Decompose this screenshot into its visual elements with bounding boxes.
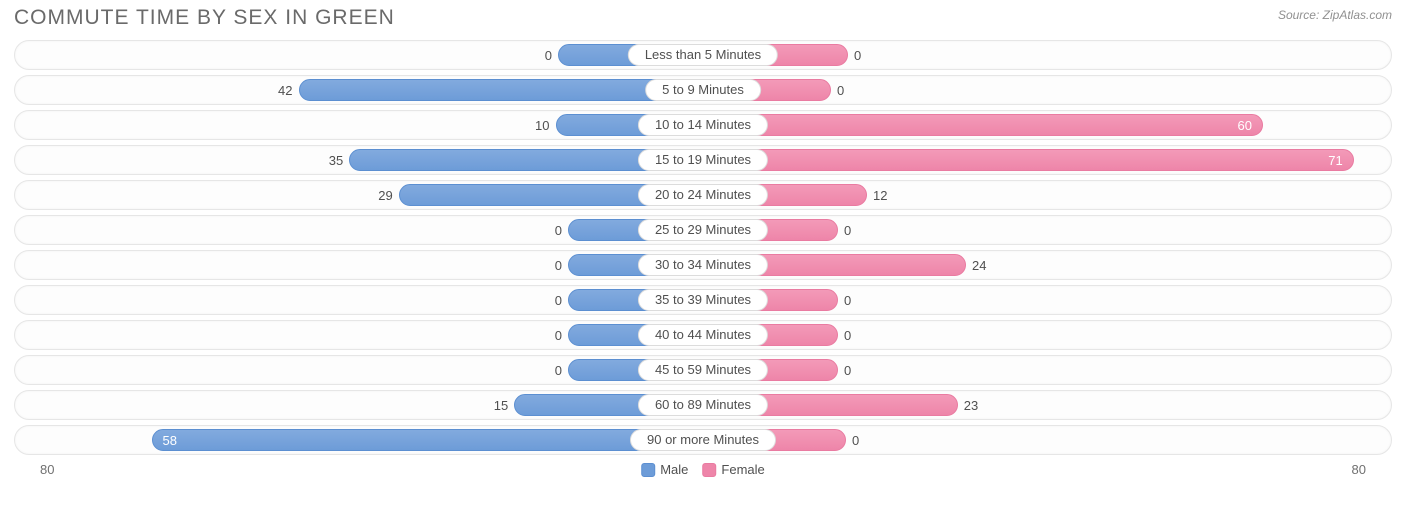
category-label: 25 to 29 Minutes [638,219,768,241]
legend-item-male: Male [641,462,688,477]
category-label: 90 or more Minutes [630,429,776,451]
male-value-label: 0 [555,289,562,311]
legend-male-label: Male [660,462,688,477]
chart-row: 58 0 90 or more Minutes [14,425,1392,455]
female-value-label: 60 [1238,115,1252,135]
chart-row: 0 0 35 to 39 Minutes [14,285,1392,315]
category-label: 10 to 14 Minutes [638,114,768,136]
category-label: 20 to 24 Minutes [638,184,768,206]
male-bar [299,79,704,101]
chart-row: 0 0 Less than 5 Minutes [14,40,1392,70]
male-swatch-icon [641,463,655,477]
female-value-label: 24 [972,254,986,276]
female-bar: 71 [703,149,1354,171]
male-bar: 58 [152,429,704,451]
male-value-label: 58 [163,430,177,450]
female-value-label: 12 [873,184,887,206]
female-value-label: 0 [854,44,861,66]
female-value-label: 23 [964,394,978,416]
male-value-label: 0 [555,219,562,241]
male-value-label: 35 [329,149,343,171]
female-bar: 60 [703,114,1263,136]
category-label: 60 to 89 Minutes [638,394,768,416]
chart-row: 0 24 30 to 34 Minutes [14,250,1392,280]
male-value-label: 0 [555,324,562,346]
category-label: 15 to 19 Minutes [638,149,768,171]
chart-row: 0 0 45 to 59 Minutes [14,355,1392,385]
female-value-label: 0 [844,324,851,346]
female-value-label: 0 [837,79,844,101]
male-value-label: 0 [555,359,562,381]
chart-row: 35 71 15 to 19 Minutes [14,145,1392,175]
category-label: 45 to 59 Minutes [638,359,768,381]
male-value-label: 42 [278,79,292,101]
title-bar: Commute Time by Sex in Green Source: Zip… [0,0,1406,40]
category-label: 35 to 39 Minutes [638,289,768,311]
male-value-label: 29 [378,184,392,206]
female-value-label: 0 [844,219,851,241]
female-value-label: 71 [1328,150,1342,170]
chart-row: 15 23 60 to 89 Minutes [14,390,1392,420]
category-label: 30 to 34 Minutes [638,254,768,276]
category-label: 40 to 44 Minutes [638,324,768,346]
female-value-label: 0 [852,429,859,451]
axis-left-max: 80 [40,462,54,477]
legend-female-label: Female [721,462,764,477]
chart-area: 00Less than 5 Minutes4205 to 9 Minutes10… [0,40,1406,455]
chart-title: Commute Time by Sex in Green [14,6,395,30]
female-value-label: 0 [844,359,851,381]
category-label: Less than 5 Minutes [628,44,778,66]
chart-row: 10 60 10 to 14 Minutes [14,110,1392,140]
female-value-label: 0 [844,289,851,311]
legend: Male Female [641,462,765,477]
female-swatch-icon [702,463,716,477]
legend-item-female: Female [702,462,764,477]
male-value-label: 15 [494,394,508,416]
male-value-label: 10 [535,114,549,136]
male-value-label: 0 [555,254,562,276]
male-value-label: 0 [545,44,552,66]
axis-right-max: 80 [1352,462,1366,477]
chart-row: 29 12 20 to 24 Minutes [14,180,1392,210]
source-attribution: Source: ZipAtlas.com [1278,6,1392,22]
chart-row: 42 0 5 to 9 Minutes [14,75,1392,105]
chart-row: 0 0 40 to 44 Minutes [14,320,1392,350]
axis-row: 80 Male Female 80 [0,460,1406,477]
chart-row: 0 0 25 to 29 Minutes [14,215,1392,245]
category-label: 5 to 9 Minutes [645,79,761,101]
